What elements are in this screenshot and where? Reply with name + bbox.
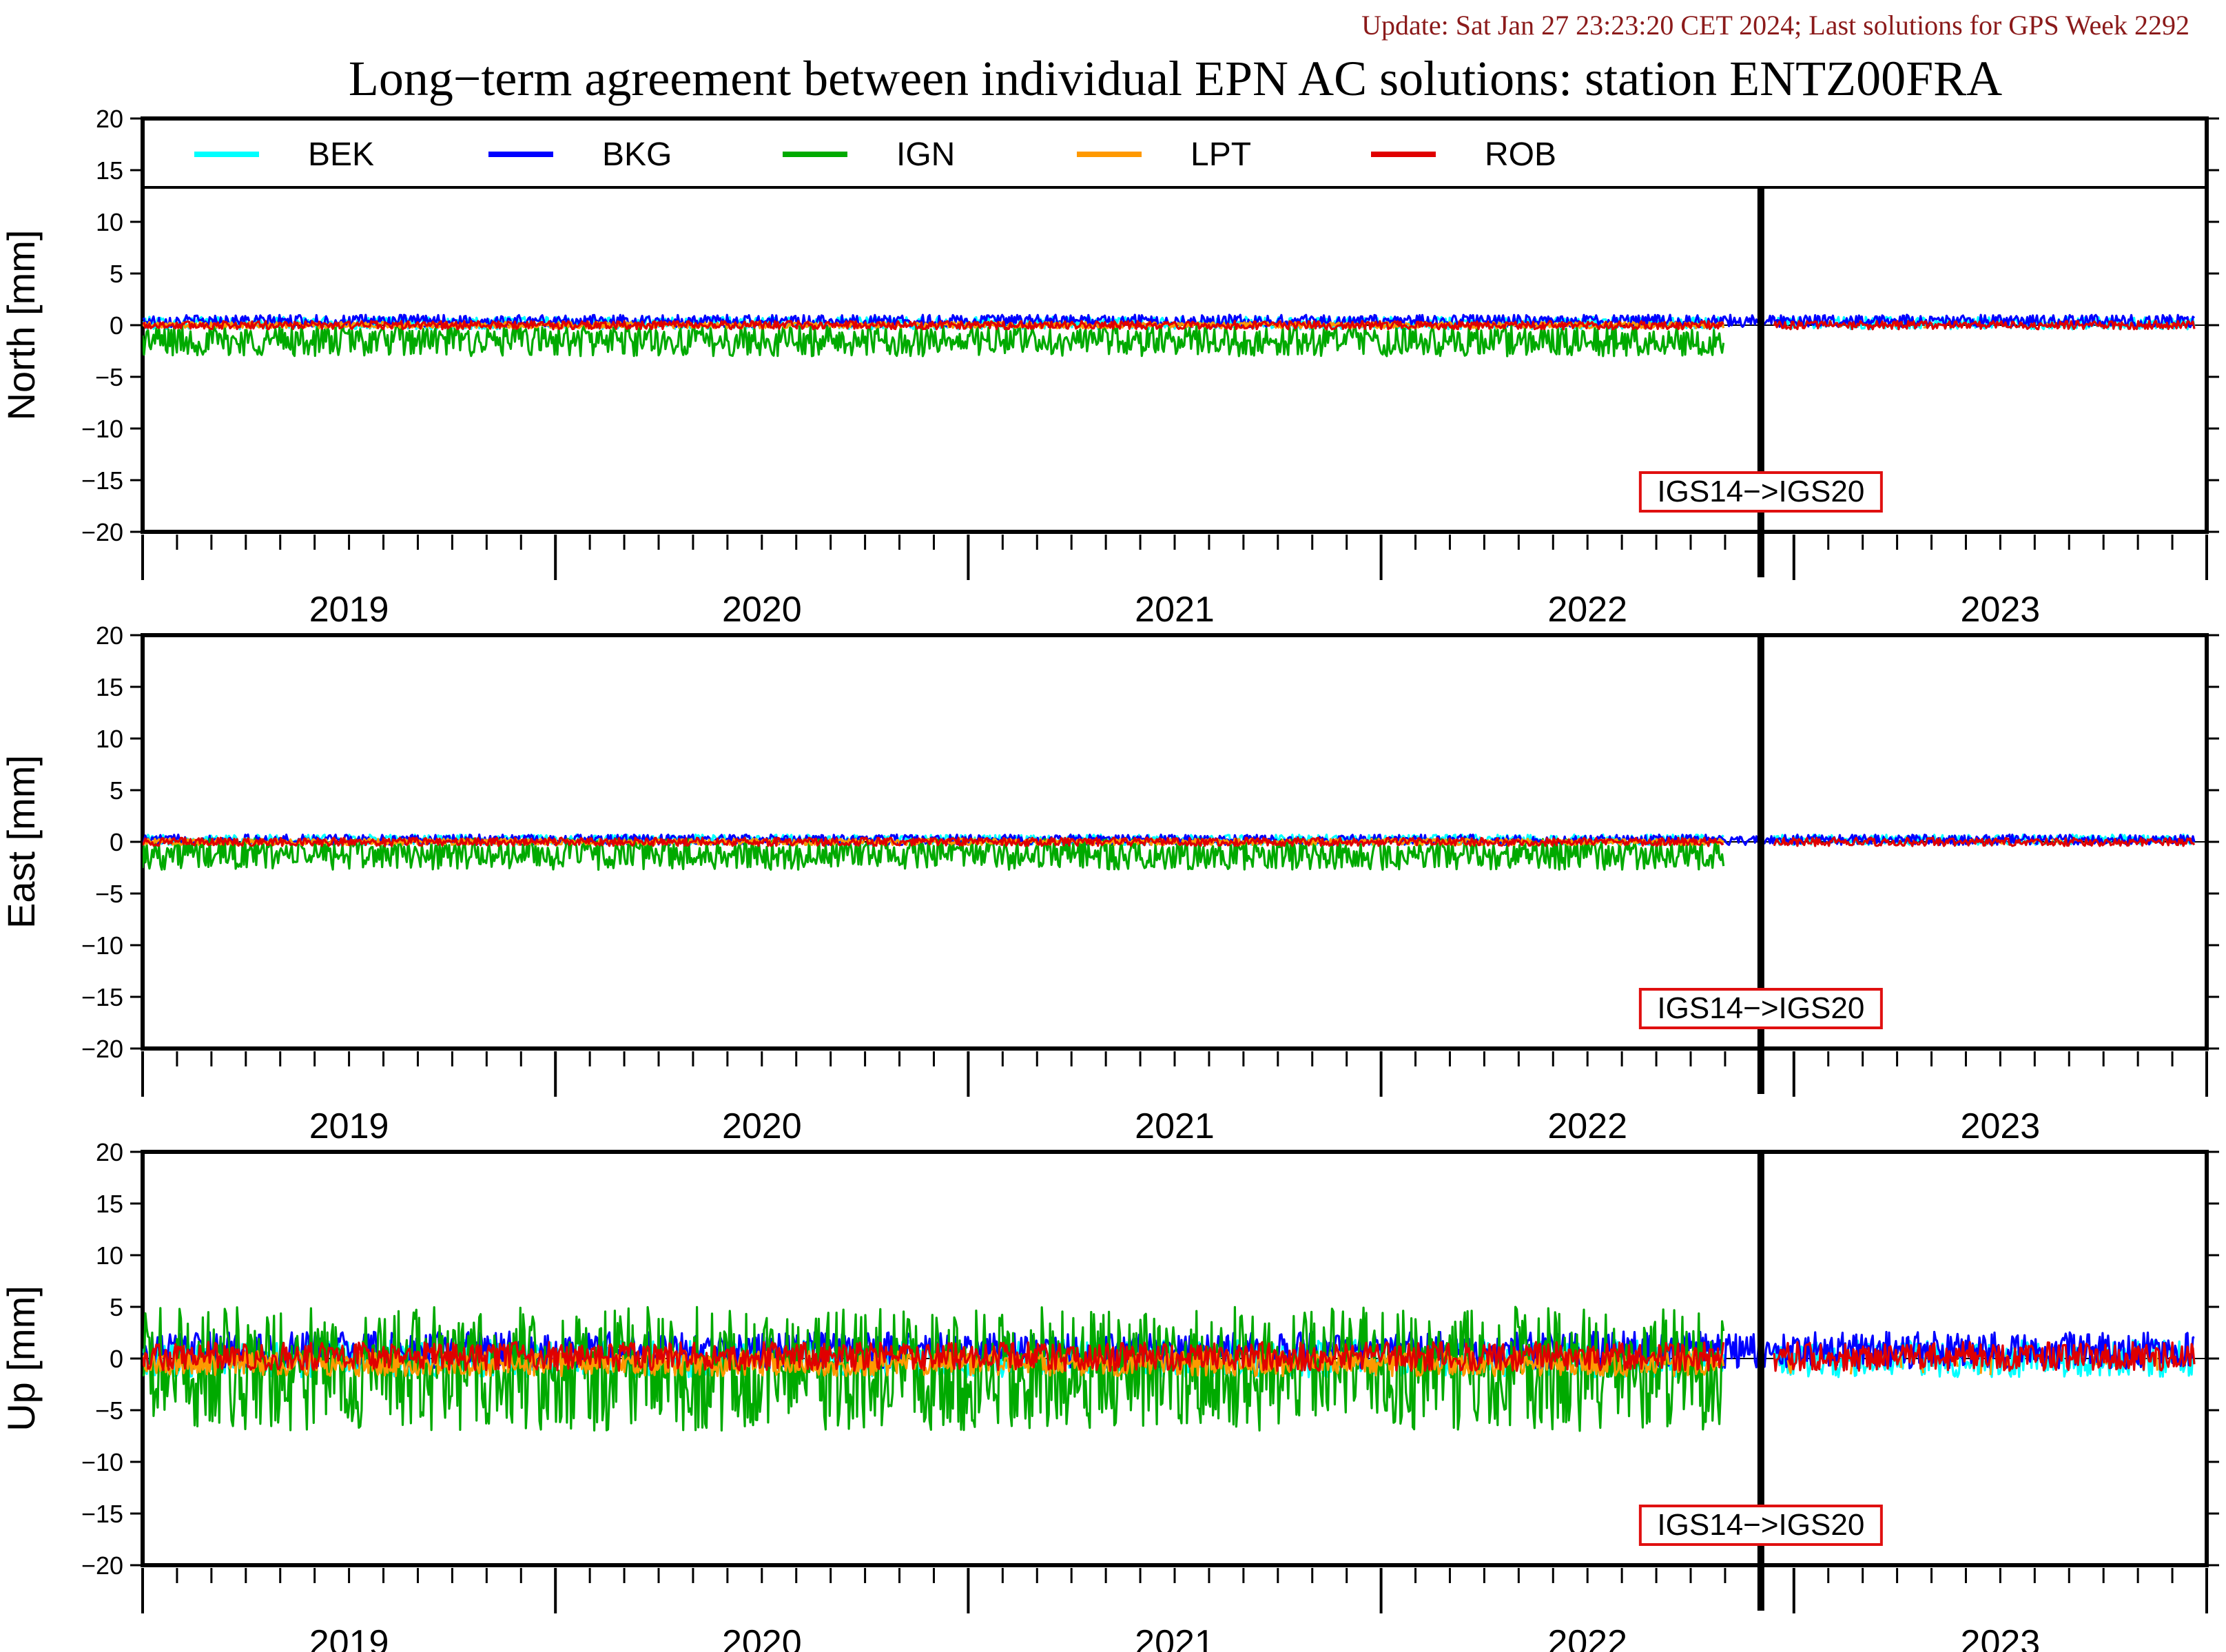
y-tick-label: 10 [96,1241,123,1270]
year-label: 2020 [722,1106,802,1146]
y-tick-label: −10 [81,1448,123,1476]
transition-label: IGS14−>IGS20 [1657,991,1864,1025]
y-tick-label: 10 [96,208,123,236]
year-label: 2021 [1135,590,1215,630]
y-tick-label: 15 [96,673,123,701]
y-tick-label: −5 [95,880,123,908]
year-label: 2021 [1135,1623,1215,1652]
series-line-rob [143,1341,2196,1372]
y-tick-label: 15 [96,1190,123,1218]
series-group [143,313,2196,358]
transition-label-box [1638,471,1883,513]
transition-label: IGS14−>IGS20 [1657,475,1864,508]
y-tick-label: −15 [81,1500,123,1528]
panel-1: 20 15 10 5 0 −5 −10 −15 −20 2019 2020 2021 2022 2023 N… [0,105,2219,630]
series-line-rob [143,836,2196,847]
y-tick-label: 20 [96,105,123,133]
series-line-ign [143,324,1725,358]
y-tick-label: −5 [95,1396,123,1425]
y-tick-label: −10 [81,415,123,443]
y-axis-label: East [mm] [0,755,43,929]
series-line-rob [143,320,2196,331]
y-tick-label: 10 [96,725,123,753]
update-text: Update: Sat Jan 27 23:23:20 CET 2024; La… [1361,10,2189,41]
y-tick-label: 5 [110,1293,123,1321]
y-tick-label: 0 [110,828,123,856]
transition-label: IGS14−>IGS20 [1657,1508,1864,1542]
legend-label-lpt: LPT [1191,136,1251,173]
y-tick-label: −20 [81,518,123,546]
series-group [143,833,2196,871]
year-label: 2020 [722,1623,802,1652]
legend-label-bek: BEK [308,136,374,173]
transition-label-box [1638,1505,1883,1546]
y-tick-label: −15 [81,466,123,495]
y-tick-label: 0 [110,1345,123,1373]
y-tick-label: −20 [81,1551,123,1580]
year-label: 2023 [1961,1106,2041,1146]
series-line-ign [143,837,1725,871]
y-tick-label: 5 [110,776,123,805]
y-tick-label: −15 [81,983,123,1011]
year-label: 2023 [1961,590,2041,630]
y-tick-label: 0 [110,311,123,340]
chart-title: Long−term agreement between individual E… [349,51,2002,106]
panel-2: 20 15 10 5 0 −5 −10 −15 −20 2019 2020 2021 2022 2023 E… [0,621,2219,1146]
panel-3: 20 15 10 5 0 −5 −10 −15 −20 2019 2020 2021 2022 2023 U… [0,1138,2219,1652]
series-group [143,1305,2196,1432]
y-tick-label: 20 [96,621,123,650]
legend: BEK BKG IGN LPT ROB [194,136,1556,173]
year-label: 2019 [309,1623,389,1652]
year-label: 2020 [722,590,802,630]
legend-label-bkg: BKG [602,136,672,173]
year-label: 2019 [309,590,389,630]
year-label: 2022 [1547,590,1627,630]
year-label: 2023 [1961,1623,2041,1652]
transition-label-box [1638,988,1883,1029]
y-tick-label: 5 [110,260,123,288]
y-tick-label: 20 [96,1138,123,1166]
y-axis-label: North [mm] [0,230,43,421]
y-tick-label: −20 [81,1035,123,1063]
year-label: 2019 [309,1106,389,1146]
y-axis-label: Up [mm] [0,1286,43,1432]
y-tick-label: −5 [95,363,123,391]
year-label: 2022 [1547,1106,1627,1146]
year-label: 2022 [1547,1623,1627,1652]
legend-label-ign: IGN [896,136,955,173]
y-tick-label: 15 [96,156,123,185]
year-label: 2021 [1135,1106,1215,1146]
y-tick-label: −10 [81,931,123,960]
legend-label-rob: ROB [1485,136,1556,173]
